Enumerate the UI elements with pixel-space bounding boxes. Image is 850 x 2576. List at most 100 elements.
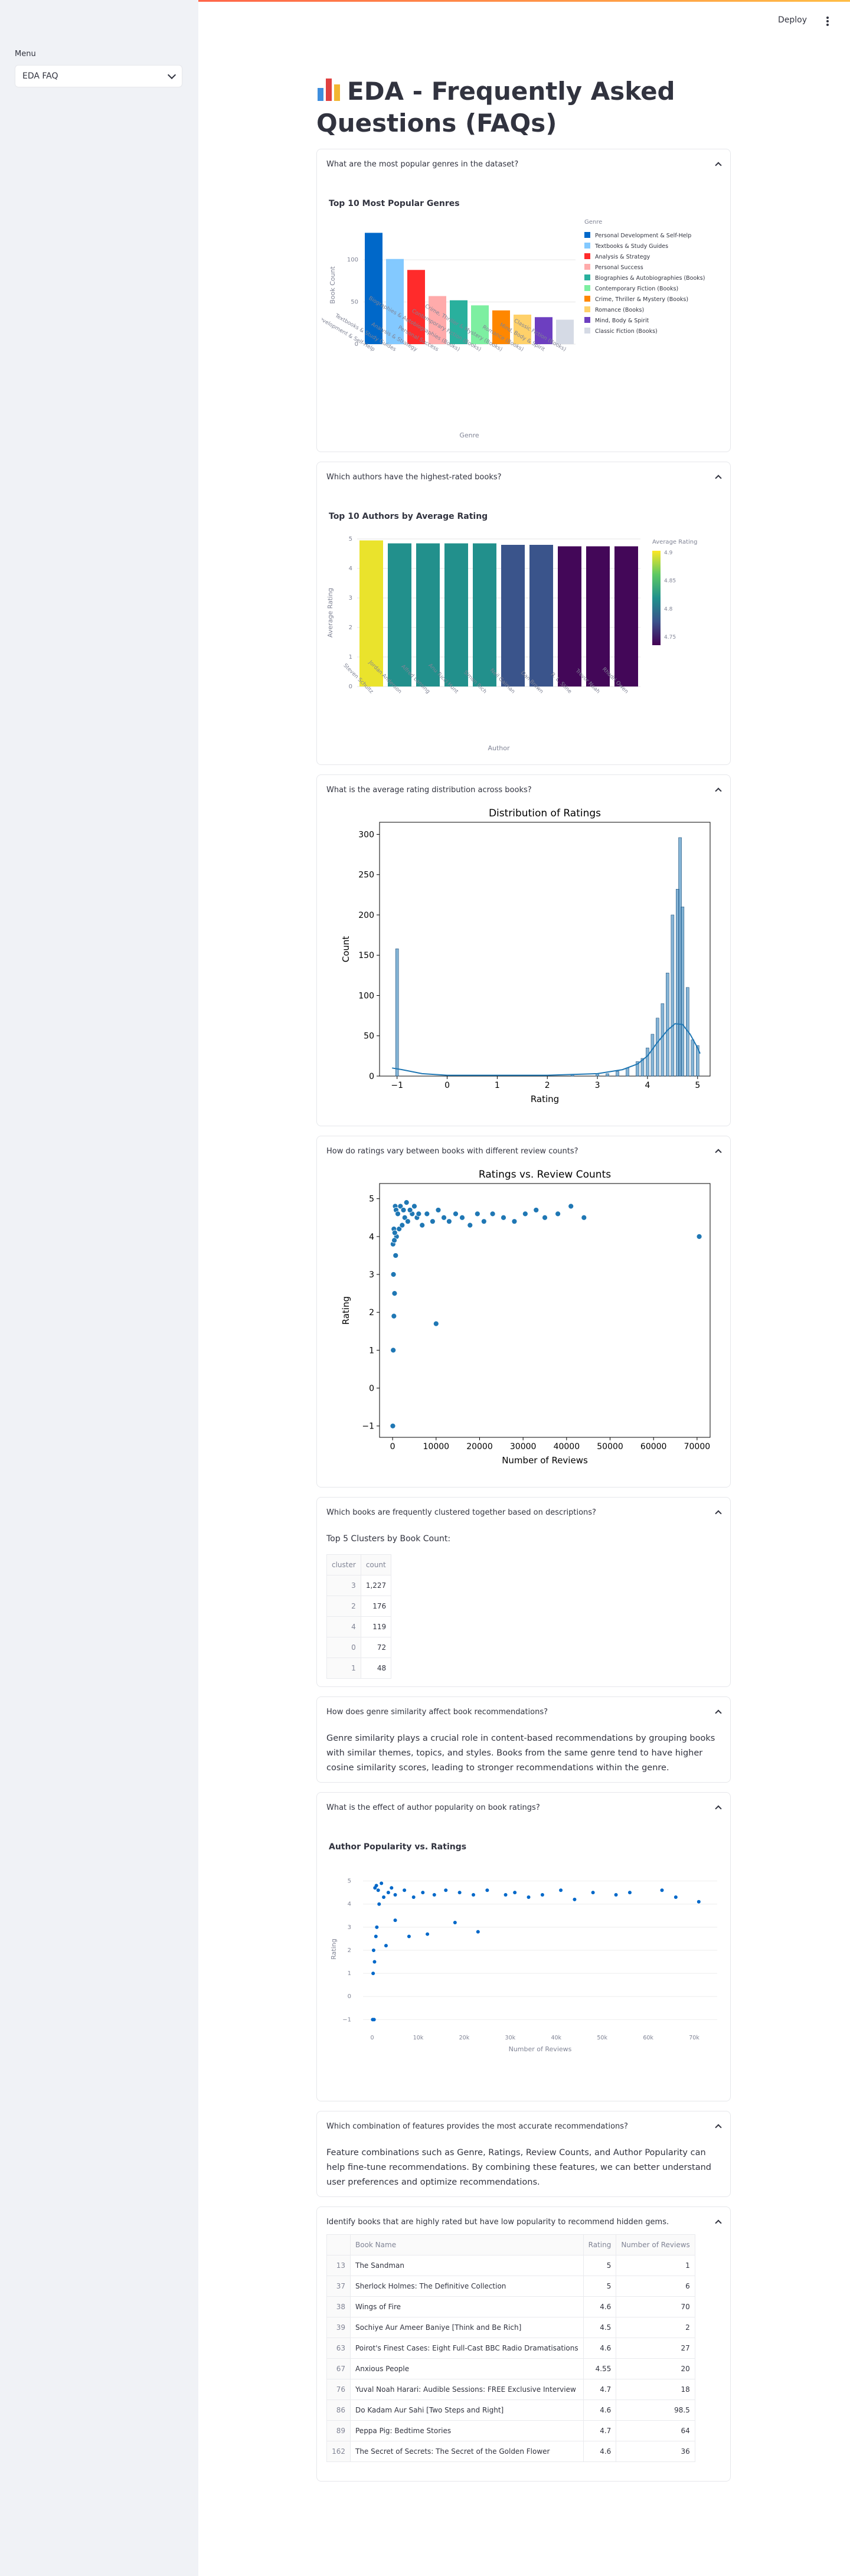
scatter-point — [407, 1934, 411, 1938]
table-row[interactable]: 0 72 — [326, 1637, 392, 1658]
chevron-up-icon — [715, 475, 722, 482]
table-row[interactable]: 39 Sochiye Aur Ameer Baniye [Think and Be… — [326, 2317, 695, 2338]
y-tick-label: −1 — [342, 2016, 351, 2023]
y-tick-label: 3 — [348, 1924, 351, 1931]
table-row[interactable]: 4 119 — [326, 1616, 392, 1637]
legend-entry: Textbooks & Study Guides — [594, 243, 668, 250]
book-name: Yuval Noah Harari: Audible Sessions: FRE… — [350, 2379, 584, 2400]
cluster-count: 176 — [360, 1596, 392, 1617]
table-row[interactable]: 38 Wings of Fire 4.6 70 — [326, 2296, 695, 2317]
row-index: 86 — [326, 2400, 351, 2421]
table-row[interactable]: 86 Do Kadam Aur Sahi [Two Steps and Right… — [326, 2400, 695, 2421]
faq-author-popularity-header[interactable]: What is the effect of author popularity … — [317, 1793, 730, 1822]
scatter-point — [404, 1218, 411, 1225]
scatter-point — [372, 2018, 376, 2022]
table-row[interactable]: 13 The Sandman 5 1 — [326, 2255, 695, 2276]
feature-combination-answer: Feature combinations such as Genre, Rati… — [326, 2148, 712, 2187]
faq-clusters-header[interactable]: Which books are frequently clustered tog… — [317, 1498, 730, 1527]
scatter-point — [372, 1960, 377, 1964]
book-name: The Sandman — [350, 2255, 584, 2276]
genres-chart-title: Top 10 Most Popular Genres — [329, 199, 460, 208]
kde-line — [392, 1023, 701, 1076]
scatter-point — [474, 1211, 480, 1217]
x-tick-label: −1 — [391, 1081, 403, 1090]
faq-authors: Which authors have the highest-rated boo… — [316, 462, 731, 765]
x-tick-label: 0 — [444, 1081, 450, 1090]
y-axis-label: Book Count — [329, 266, 336, 304]
book-name: Sherlock Holmes: The Definitive Collecti… — [350, 2276, 584, 2297]
bar — [586, 546, 610, 687]
bar — [529, 545, 553, 687]
scatter-point — [391, 1313, 397, 1319]
hidden-gems-col-rating[interactable]: Rating — [583, 2234, 617, 2255]
faq-ratings-vs-reviews-header[interactable]: How do ratings vary between books with d… — [317, 1136, 730, 1166]
bar — [556, 319, 574, 344]
bar — [473, 543, 496, 687]
clusters-col-cluster[interactable]: cluster — [326, 1554, 361, 1575]
main-menu-icon[interactable] — [824, 15, 831, 27]
hidden-gems-col-book-name[interactable]: Book Name — [350, 2234, 584, 2255]
row-index: 76 — [326, 2379, 351, 2400]
scatter-point — [559, 1888, 563, 1892]
x-axis-label: Author — [488, 744, 510, 752]
cluster-count: 48 — [360, 1658, 392, 1679]
scatter-point — [504, 1893, 508, 1897]
faq-genre-similarity-header[interactable]: How does genre similarity affect book re… — [317, 1697, 730, 1727]
hidden-gems-table[interactable]: Book Name Rating Number of Reviews 13 The… — [326, 2234, 695, 2462]
table-row[interactable]: 89 Peppa Pig: Bedtime Stories 4.7 64 — [326, 2420, 695, 2441]
table-row[interactable]: 1 48 — [326, 1658, 392, 1679]
author-popularity-chart-title: Author Popularity vs. Ratings — [329, 1842, 467, 1852]
x-tick-label: 20000 — [466, 1442, 493, 1452]
faq-genres: What are the most popular genres in the … — [316, 149, 731, 452]
faq-authors-header[interactable]: Which authors have the highest-rated boo… — [317, 462, 730, 492]
faq-hidden-gems-header[interactable]: Identify books that are highly rated but… — [317, 2207, 730, 2237]
scatter-point — [527, 1895, 531, 1899]
scatter-point — [374, 1884, 378, 1888]
hidden-gems-col-index[interactable] — [326, 2234, 351, 2255]
faq-feature-combination-header[interactable]: Which combination of features provides t… — [317, 2111, 730, 2141]
deploy-button[interactable]: Deploy — [778, 15, 808, 25]
scatter-point — [472, 1893, 476, 1897]
scatter-point — [400, 1207, 407, 1213]
table-row[interactable]: 162 The Secret of Secrets: The Secret of … — [326, 2441, 695, 2462]
legend-swatch — [584, 274, 590, 280]
book-reviews: 1 — [616, 2255, 695, 2276]
book-reviews: 20 — [616, 2358, 695, 2379]
table-row[interactable]: 2 176 — [326, 1596, 392, 1617]
scatter-point — [401, 1214, 408, 1221]
histogram-bar — [656, 1018, 659, 1077]
book-rating: 4.6 — [583, 2338, 617, 2359]
bar — [614, 546, 638, 687]
legend-entry: Biographies & Autobiographies (Books) — [595, 275, 705, 282]
x-tick-label: 20k — [459, 2035, 470, 2041]
scatter-point — [390, 1271, 397, 1277]
clusters-col-count[interactable]: count — [360, 1554, 392, 1575]
x-tick-label: 2 — [545, 1081, 550, 1090]
table-row[interactable]: 63 Poirot's Finest Cases: Eight Full-Cast… — [326, 2338, 695, 2359]
table-row[interactable]: 67 Anxious People 4.55 20 — [326, 2358, 695, 2379]
clusters-table[interactable]: cluster count 3 1,227 2 176 4 119 0 72 1 48 — [326, 1554, 392, 1679]
book-name: The Secret of Secrets: The Secret of the… — [350, 2441, 584, 2462]
scatter-point — [435, 1207, 442, 1213]
chevron-up-icon — [715, 1709, 722, 1717]
book-reviews: 6 — [616, 2276, 695, 2297]
book-rating: 4.7 — [583, 2420, 617, 2441]
bar — [386, 259, 404, 344]
scatter-point — [568, 1203, 574, 1209]
book-reviews: 18 — [616, 2379, 695, 2400]
legend-swatch — [584, 317, 590, 323]
legend-entry: Mind, Body & Spirit — [595, 318, 649, 324]
scatter-point — [540, 1893, 544, 1897]
menu-select[interactable]: EDA FAQ — [15, 65, 182, 87]
table-row[interactable]: 76 Yuval Noah Harari: Audible Sessions: F… — [326, 2379, 695, 2400]
table-row[interactable]: 3 1,227 — [326, 1575, 392, 1596]
faq-rating-distribution-header[interactable]: What is the average rating distribution … — [317, 775, 730, 805]
authors-chart-title: Top 10 Authors by Average Rating — [329, 512, 488, 521]
chevron-up-icon — [715, 2219, 722, 2227]
faq-genres-header[interactable]: What are the most popular genres in the … — [317, 149, 730, 179]
legend-swatch — [584, 232, 590, 238]
x-tick-label: 30000 — [510, 1442, 537, 1452]
bar — [429, 296, 446, 344]
table-row[interactable]: 37 Sherlock Holmes: The Definitive Collec… — [326, 2276, 695, 2297]
hidden-gems-col-reviews[interactable]: Number of Reviews — [616, 2234, 695, 2255]
